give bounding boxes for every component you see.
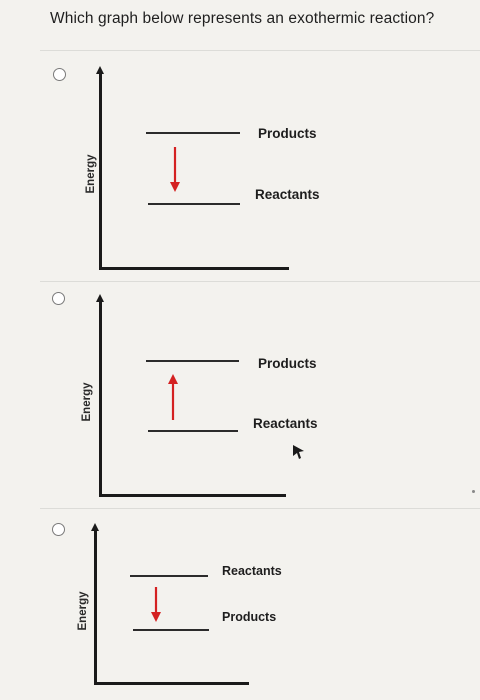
up-arrow-icon bbox=[168, 374, 178, 420]
y-axis-label: Energy bbox=[81, 382, 93, 422]
upper-energy-level bbox=[146, 360, 239, 362]
upper-level-label: Products bbox=[258, 126, 317, 141]
upper-level-label: Products bbox=[258, 356, 317, 371]
y-axis bbox=[99, 300, 102, 497]
x-axis bbox=[99, 267, 289, 270]
lower-level-label: Reactants bbox=[253, 416, 318, 431]
option-divider bbox=[40, 50, 480, 51]
answer-option-1[interactable]: Energy Products Reactants bbox=[0, 0, 480, 280]
decorative-dot bbox=[472, 490, 475, 493]
option-divider bbox=[40, 508, 480, 509]
down-arrow-icon bbox=[170, 147, 180, 192]
y-axis-label: Energy bbox=[77, 591, 89, 631]
radio-button-option-3[interactable] bbox=[52, 523, 65, 536]
lower-level-label: Reactants bbox=[255, 187, 320, 202]
radio-button-option-2[interactable] bbox=[52, 292, 65, 305]
x-axis bbox=[99, 494, 286, 497]
x-axis bbox=[94, 682, 249, 685]
upper-energy-level bbox=[130, 575, 208, 577]
lower-energy-level bbox=[148, 430, 238, 432]
y-axis-arrowhead-icon bbox=[96, 294, 104, 302]
lower-energy-level bbox=[133, 629, 209, 631]
radio-button-option-1[interactable] bbox=[53, 68, 66, 81]
lower-level-label: Products bbox=[222, 610, 277, 624]
answer-option-2[interactable]: Energy Products Reactants bbox=[0, 280, 480, 508]
y-axis-arrowhead-icon bbox=[96, 66, 104, 74]
answer-option-3[interactable]: Energy Reactants Products bbox=[0, 490, 480, 700]
option-divider bbox=[40, 281, 480, 282]
lower-energy-level bbox=[148, 203, 240, 205]
mouse-pointer-icon bbox=[293, 445, 304, 459]
question-text: Which graph below represents an exotherm… bbox=[50, 10, 435, 27]
y-axis-arrowhead-icon bbox=[91, 523, 99, 531]
y-axis-label: Energy bbox=[85, 154, 97, 194]
y-axis bbox=[94, 529, 97, 685]
down-arrow-icon bbox=[151, 587, 161, 622]
upper-energy-level bbox=[146, 132, 240, 134]
upper-level-label: Reactants bbox=[222, 564, 282, 578]
y-axis bbox=[99, 72, 102, 270]
